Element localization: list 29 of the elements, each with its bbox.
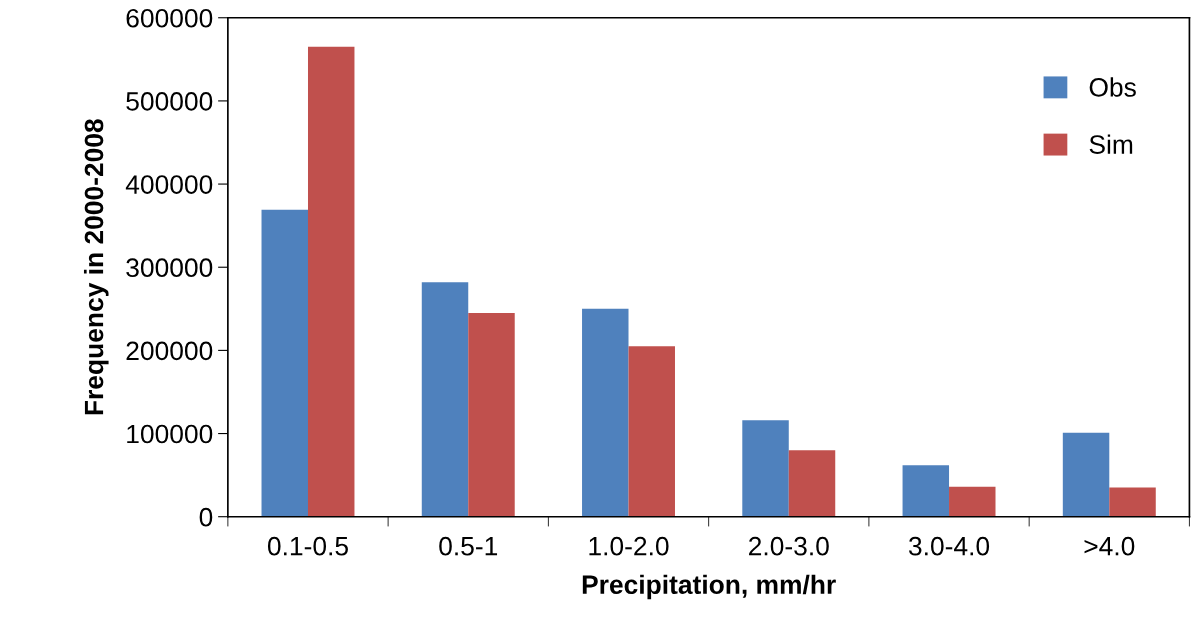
x-tick-label: >4.0 [1084,536,1135,556]
bar [261,209,308,517]
y-tick-label: 100000 [127,424,213,444]
x-tick-label: 0.1-0.5 [267,536,348,556]
y-tick-label: 600000 [126,8,213,28]
bar [421,282,469,517]
legend-label: Obs [1089,77,1136,97]
bar [468,312,515,517]
bar [1062,432,1110,517]
x-axis-title: Precipitation, mm/hr [582,574,836,600]
bar [1109,487,1156,517]
y-tick-label: 400000 [125,175,213,194]
y-tick-label: 300000 [126,258,213,278]
bar [788,450,836,517]
legend-label: Sim [1089,134,1133,154]
y-tick-label: 200000 [126,341,213,361]
y-tick-label: 500000 [126,92,213,111]
bar [628,346,675,517]
bar [742,420,789,517]
bar [949,486,996,517]
bar [582,308,629,517]
y-axis-title: Frequency in 2000-2008 [83,119,109,415]
x-tick-label: 2.0-3.0 [749,536,829,556]
x-tick-label: 3.0-4.0 [908,536,990,556]
y-tick-label: 0 [199,507,213,527]
bar [307,46,355,517]
x-tick-label: 0.5-1 [439,536,498,556]
x-tick-label: 1.0-2.0 [589,536,669,556]
bar [902,465,950,517]
